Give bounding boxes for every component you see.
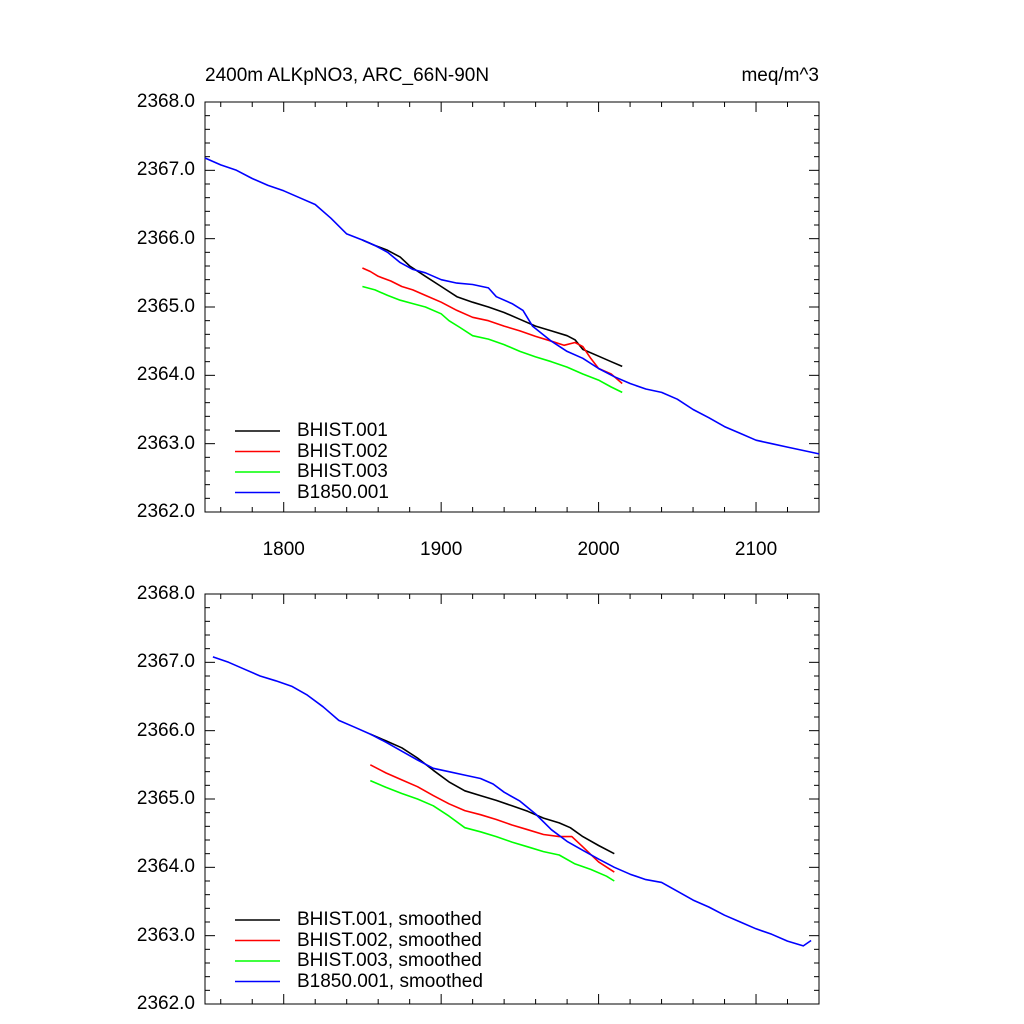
y-tick-label: 2367.0: [136, 651, 195, 673]
y-tick-label: 2363.0: [136, 924, 195, 946]
legend-label: BHIST.001: [297, 420, 388, 441]
y-tick-label: 2364.0: [136, 364, 195, 386]
y-tick-label: 2362.0: [136, 501, 195, 522]
series-line-2: [362, 267, 623, 385]
y-tick-label: 2368.0: [136, 91, 195, 112]
panel-2: [204, 593, 820, 1005]
y-tick-label: 2368.0: [136, 583, 195, 604]
series-line-4: [204, 157, 820, 455]
legend-label: BHIST.002, smoothed: [297, 929, 482, 951]
legend-label: BHIST.002: [297, 440, 388, 462]
x-tick-label: 2100: [734, 539, 778, 560]
legend-label: B1850.001, smoothed: [297, 970, 483, 992]
series-line-3: [362, 285, 623, 394]
legend-label: B1850.001: [297, 481, 389, 503]
x-tick-label: 2000: [577, 539, 620, 560]
series-line-1: [369, 733, 615, 855]
series-line-3: [369, 779, 615, 882]
y-tick-label: 2365.0: [136, 788, 195, 809]
y-tick-label: 2364.0: [136, 856, 195, 878]
y-tick-label: 2366.0: [136, 227, 195, 249]
legend-label: BHIST.003, smoothed: [297, 950, 482, 971]
units-label: meq/m^3: [741, 65, 819, 86]
x-tick-label: 1800: [262, 539, 305, 560]
series-line-2: [369, 764, 615, 873]
legend-label: BHIST.001, smoothed: [297, 909, 482, 930]
panel-1: [204, 101, 820, 513]
y-tick-label: 2362.0: [136, 993, 195, 1014]
x-tick-label: 1900: [420, 539, 463, 560]
series-line-4: [212, 656, 812, 947]
y-tick-label: 2363.0: [136, 432, 195, 454]
chart-title: 2400m ALKpNO3, ARC_66N-90N: [205, 65, 490, 86]
y-tick-label: 2367.0: [136, 159, 195, 181]
legend-label: BHIST.003: [297, 461, 388, 482]
series-line-1: [362, 239, 623, 368]
y-tick-label: 2366.0: [136, 719, 195, 741]
y-tick-label: 2365.0: [136, 296, 195, 317]
